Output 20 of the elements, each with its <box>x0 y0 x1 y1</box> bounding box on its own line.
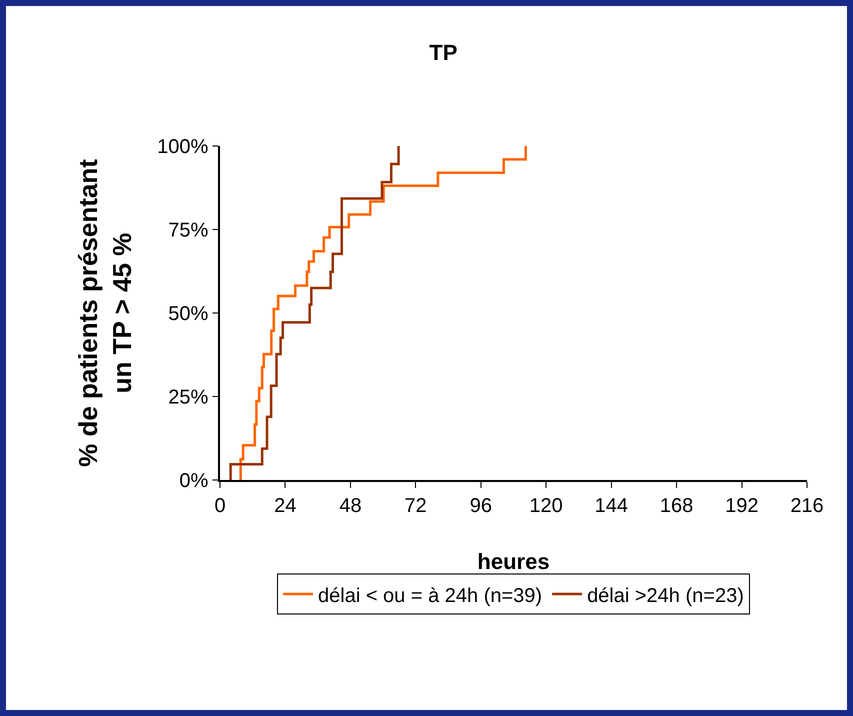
x-tick-label: 216 <box>790 494 824 517</box>
y-axis-title: % de patients présentant un TP > 45 % <box>73 158 137 467</box>
y-tick-label: 0% <box>179 470 208 492</box>
x-tick-label: 168 <box>660 494 694 517</box>
x-tick-label: 192 <box>725 494 758 517</box>
y-tick-label: 100% <box>157 136 208 158</box>
x-tick-label: 72 <box>404 494 427 517</box>
legend-label: délai < ou = à 24h (n=39) <box>318 584 542 607</box>
x-tick-label: 48 <box>339 494 362 517</box>
y-tick-label: 25% <box>168 386 208 408</box>
x-axis-title: heures <box>477 549 550 574</box>
legend-label: délai >24h (n=23) <box>587 584 744 607</box>
x-tick-label: 120 <box>529 494 563 517</box>
y-tick-label: 75% <box>168 220 208 242</box>
chart-title: TP <box>429 40 458 66</box>
x-tick-label: 0 <box>214 494 226 517</box>
x-tick-label: 96 <box>470 494 492 517</box>
x-tick-label: 144 <box>594 494 628 517</box>
y-tick-label: 50% <box>168 303 208 325</box>
x-tick-label: 24 <box>274 494 296 517</box>
